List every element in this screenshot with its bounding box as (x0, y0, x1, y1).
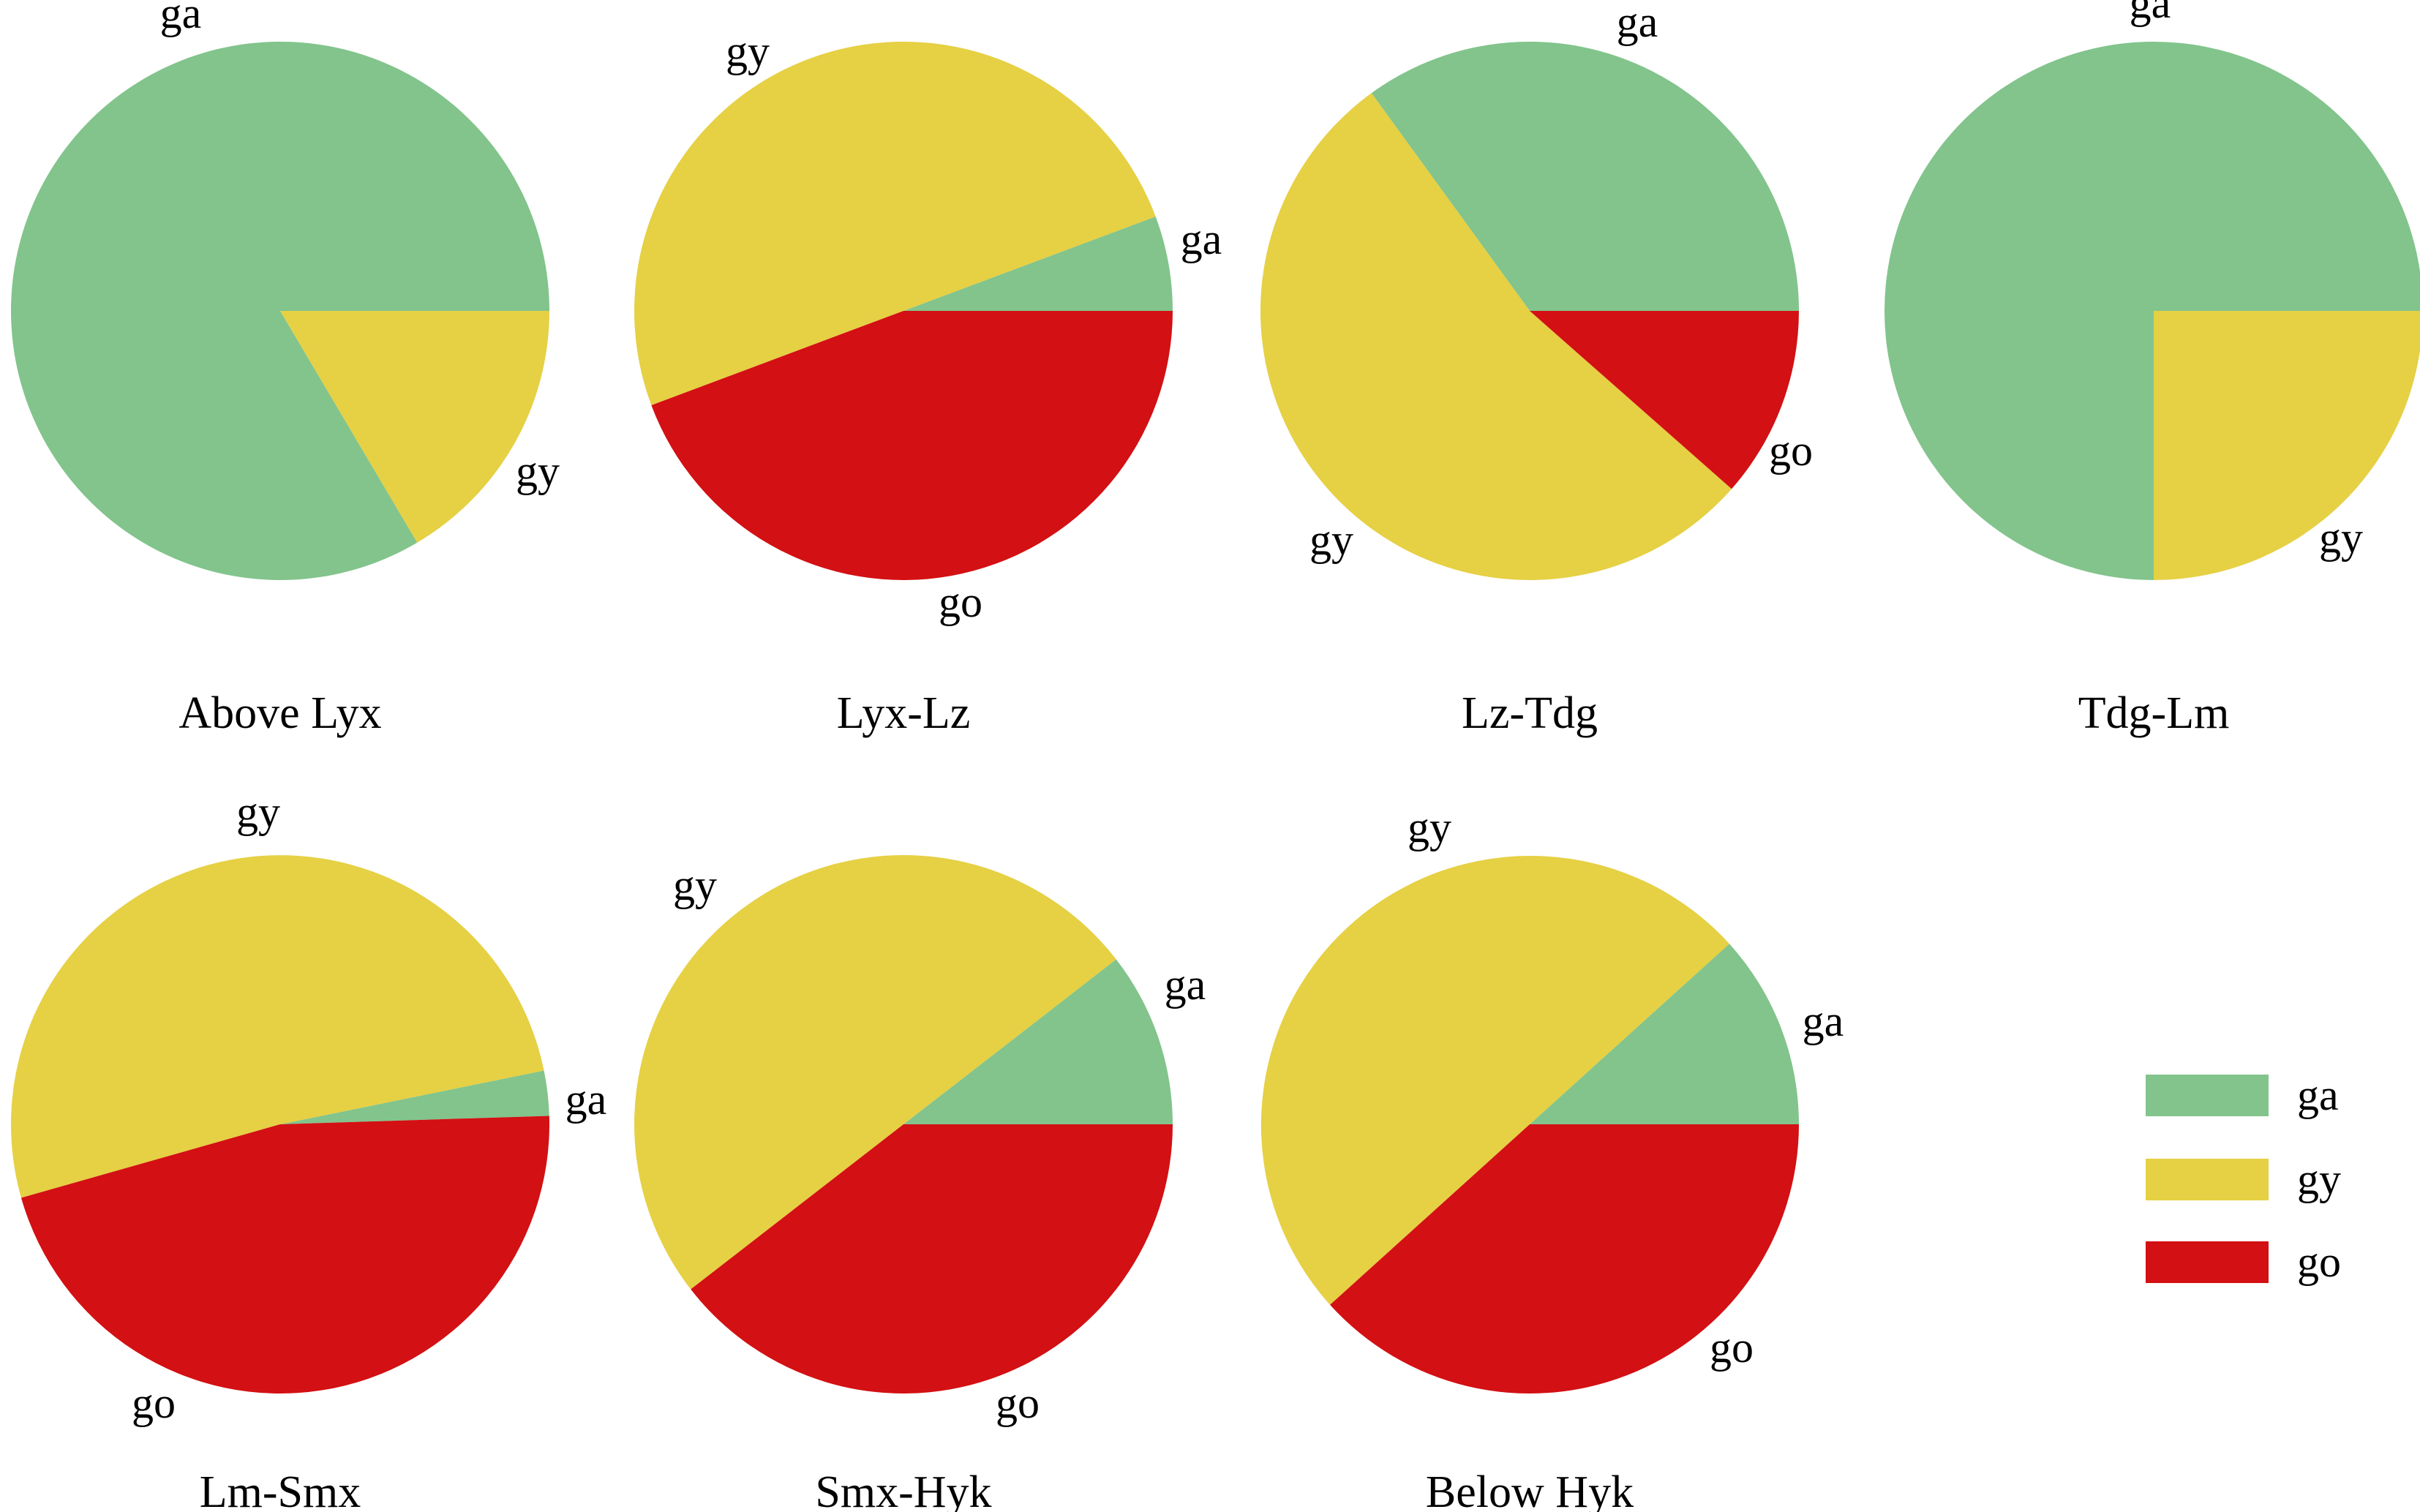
pie-2-label-ga: ga (1181, 215, 1222, 263)
pie-4-slice-gy (2154, 311, 2420, 580)
pie-6-label-ga: ga (1165, 960, 1206, 1009)
pie-7-label-go: go (1710, 1323, 1754, 1372)
pie-6-slice-gy (634, 854, 1116, 1290)
legend-swatch-go (2146, 1241, 2269, 1283)
pie-7-slice-go (1330, 1124, 1799, 1393)
pie-5-label-gy: gy (236, 788, 280, 836)
pie-3-label-go: go (1769, 426, 1813, 475)
pie-1-slice-ga (11, 41, 550, 580)
pie-3-label-gy: gy (1309, 516, 1353, 564)
pie-6-label-go: go (996, 1379, 1040, 1427)
pie-2-slice-gy (634, 41, 1156, 405)
pie-3-label-ga: ga (1617, 0, 1658, 46)
pie-3-slice-go (1530, 311, 1799, 489)
pie-2-slice-go (651, 311, 1173, 581)
pie-2-title: Lyx-Lz (837, 688, 971, 738)
legend-label-gy: gy (2297, 1155, 2341, 1203)
pie-1-title: Above Lyx (179, 688, 381, 738)
pie-2-slice-ga (903, 217, 1173, 311)
pie-1-label-ga: ga (160, 0, 202, 37)
pie-5-slice-ga (280, 1070, 549, 1124)
pie-6-slice-go (691, 1124, 1173, 1394)
pie-3-slice-gy (1260, 93, 1732, 581)
pie-4-label-ga: ga (2130, 0, 2171, 27)
pie-2-label-go: go (939, 578, 982, 626)
pie-7-slice-ga (1530, 944, 1799, 1124)
pie-3: ga gy go Lz-Tdg (1260, 0, 1813, 738)
pie-5-label-go: go (132, 1379, 176, 1427)
pie-5: ga gy go Lm-Smx (11, 788, 606, 1512)
pie-1-slice-gy (280, 311, 549, 543)
pie-7-label-gy: gy (1408, 803, 1451, 851)
pie-3-title: Lz-Tdg (1462, 688, 1598, 738)
pie-7-slice-gy (1260, 855, 1729, 1305)
pie-6-label-gy: gy (673, 861, 717, 909)
pie-1: ga gy Above Lyx (11, 0, 560, 738)
pie-6-title: Smx-Hyk (815, 1467, 991, 1512)
pie-2: ga gy go Lyx-Lz (634, 27, 1222, 738)
pie-4-title: Tdg-Lm (2078, 688, 2230, 738)
pie-7-label-ga: ga (1803, 997, 1844, 1045)
pie-5-title: Lm-Smx (200, 1467, 361, 1512)
pie-4-slice-ga (1884, 42, 2420, 580)
legend-swatch-gy (2146, 1159, 2269, 1200)
pie-5-slice-go (20, 1116, 550, 1394)
legend-label-go: go (2297, 1238, 2341, 1286)
pie-4: ga gy Tdg-Lm (1884, 0, 2420, 738)
pie-3-slice-ga (1371, 42, 1799, 311)
pie-2-label-gy: gy (726, 27, 770, 75)
pie-7: ga gy go Below Hyk (1260, 803, 1844, 1512)
pie-1-label-gy: gy (516, 447, 560, 495)
pie-5-label-ga: ga (565, 1075, 607, 1124)
legend-label-ga: ga (2297, 1071, 2339, 1119)
pie-5-slice-gy (11, 855, 544, 1198)
legend-swatch-ga (2146, 1075, 2269, 1116)
legend: ga gy go (2146, 1071, 2341, 1286)
pie-4-label-gy: gy (2319, 514, 2363, 562)
pie-7-title: Below Hyk (1426, 1467, 1634, 1512)
pie-6-slice-ga (903, 959, 1173, 1124)
